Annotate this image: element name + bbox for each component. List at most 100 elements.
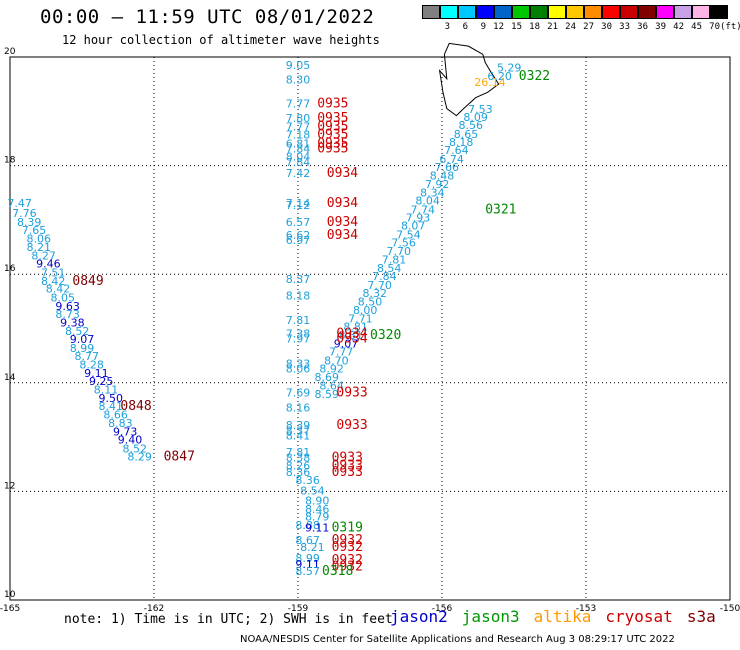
wave-height-value: 8.54 xyxy=(377,262,402,275)
wave-height-value: 8.77 xyxy=(75,350,100,363)
pass-time-label: 0932 xyxy=(332,540,363,555)
wave-height-value: 7.65 xyxy=(22,224,47,237)
legend-entry: jason2 xyxy=(390,607,448,626)
wave-height-value: 8.65 xyxy=(454,128,479,141)
pass-time-label: 0935 xyxy=(317,111,348,126)
wave-height-value: 8.52 xyxy=(65,325,90,338)
wave-height-value: 9.38 xyxy=(60,316,85,329)
wave-height-value: 8.88 xyxy=(295,519,320,532)
wave-height-value: 6.74 xyxy=(439,153,464,166)
wave-height-value: 7.84 xyxy=(286,143,311,156)
wave-height-value: 7.18 xyxy=(286,128,311,141)
x-tick-label: -150 xyxy=(720,604,740,614)
wave-height-value: 9.73 xyxy=(113,425,138,438)
color-swatch xyxy=(530,5,548,19)
wave-height-value: 8.57 xyxy=(295,565,320,578)
color-swatch xyxy=(458,5,476,19)
pass-time-label: 0320 xyxy=(370,328,401,343)
color-scale-label: 3 xyxy=(444,22,450,32)
wave-height-value: 7.76 xyxy=(12,207,37,220)
wave-height-value: 8.59 xyxy=(315,388,340,401)
wave-height-value: 8.73 xyxy=(55,308,80,321)
wave-height-value: 8.32 xyxy=(363,287,388,300)
wave-height-value: 8.11 xyxy=(94,384,119,397)
y-tick-label: 20 xyxy=(4,47,16,57)
wave-height-value: 8.50 xyxy=(358,296,383,309)
wave-height-value: 8.92 xyxy=(319,362,344,375)
wave-height-value: 7.14 xyxy=(286,197,311,210)
color-scale-label: 24 xyxy=(565,22,576,32)
wave-height-value: 7.54 xyxy=(396,228,421,241)
wave-height-value: 9.46 xyxy=(36,258,61,271)
wave-height-value: 6.20 xyxy=(487,70,512,83)
pass-time-label: 0847 xyxy=(164,449,195,464)
wave-height-value: 6.97 xyxy=(286,234,311,247)
wave-height-value: 8.99 xyxy=(70,342,95,355)
color-scale-label: 45 xyxy=(691,22,702,32)
y-tick-label: 16 xyxy=(4,264,16,274)
wave-height-value: 8.41 xyxy=(286,429,311,442)
color-scale-label: 42 xyxy=(673,22,684,32)
wave-height-value: 7.81 xyxy=(382,253,407,266)
wave-height-value: 8.18 xyxy=(449,136,474,149)
wave-height-value: 9.11 xyxy=(84,367,109,380)
legend-entry: s3a xyxy=(686,607,716,626)
wave-height-value: 8.06 xyxy=(27,233,52,246)
wave-height-value: 7.70 xyxy=(387,245,412,258)
x-tick-label: -153 xyxy=(576,604,596,614)
y-tick-label: 14 xyxy=(4,373,16,383)
pass-time-label: 0318 xyxy=(322,564,353,579)
x-tick-label: -156 xyxy=(432,604,453,614)
wave-height-value: 7.12 xyxy=(286,199,311,212)
pass-time-label: 0935 xyxy=(317,119,348,134)
wave-height-value: 8.34 xyxy=(420,187,445,200)
wave-height-value: 8.28 xyxy=(79,359,104,372)
wave-height-value: 8.05 xyxy=(51,291,76,304)
time-units-note: note: 1) Time is in UTC; 2) SWH is in fe… xyxy=(64,612,393,627)
plot-frame xyxy=(9,56,731,601)
wave-height-value: 8.37 xyxy=(286,424,311,437)
y-tick-label: 12 xyxy=(4,481,15,491)
color-scale-label: 39 xyxy=(655,22,666,32)
wave-height-value: 8.04 xyxy=(415,195,440,208)
color-scale-label: 33 xyxy=(619,22,630,32)
color-swatch xyxy=(494,5,512,19)
wave-height-value: 8.54 xyxy=(300,485,325,498)
pass-time-label: 0933 xyxy=(332,459,363,474)
wave-height-value: 8.00 xyxy=(353,304,378,317)
wave-height-value: 8.79 xyxy=(305,511,330,524)
pass-time-label: 0935 xyxy=(317,127,348,142)
color-swatch xyxy=(584,5,602,19)
color-swatch xyxy=(602,5,620,19)
wave-height-value: 7.66 xyxy=(435,161,460,174)
wave-height-value: 8.30 xyxy=(286,74,311,87)
wave-height-value: 9.40 xyxy=(118,434,143,447)
pass-time-label: 0932 xyxy=(332,560,363,575)
wave-height-value: 7.42 xyxy=(286,167,311,180)
color-scale-label: 70 xyxy=(709,22,720,32)
wave-height-value: 8.67 xyxy=(295,534,320,547)
color-scale-label: 21 xyxy=(547,22,558,32)
wave-height-value: 7.69 xyxy=(286,386,311,399)
wave-height-value: 7.93 xyxy=(406,212,431,225)
wave-height-value: 9.11 xyxy=(305,522,330,535)
wave-height-value: 8.06 xyxy=(286,362,311,375)
pass-time-label: 0934 xyxy=(327,215,358,230)
wave-height-value: 7.74 xyxy=(411,203,436,216)
wave-height-value: 9.63 xyxy=(55,300,80,313)
color-scale-units: (ft) xyxy=(720,22,740,32)
color-scale-label: 9 xyxy=(480,22,486,32)
wave-height-value: 8.18 xyxy=(286,290,311,303)
wave-height-value: 8.04 xyxy=(286,151,311,164)
wave-height-value: 8.21 xyxy=(27,241,52,254)
wave-height-value: 8.31 xyxy=(339,329,364,342)
wave-height-value: 6.62 xyxy=(286,229,311,242)
wave-height-value: 8.09 xyxy=(463,111,488,124)
wave-height-value: 9.07 xyxy=(70,333,95,346)
wave-height-value: 8.90 xyxy=(305,494,330,507)
wave-height-value: 8.26 xyxy=(286,460,311,473)
wave-height-value: 8.99 xyxy=(295,552,320,565)
wave-height-value: 8.33 xyxy=(286,358,311,371)
wave-height-value: 8.39 xyxy=(286,419,311,432)
